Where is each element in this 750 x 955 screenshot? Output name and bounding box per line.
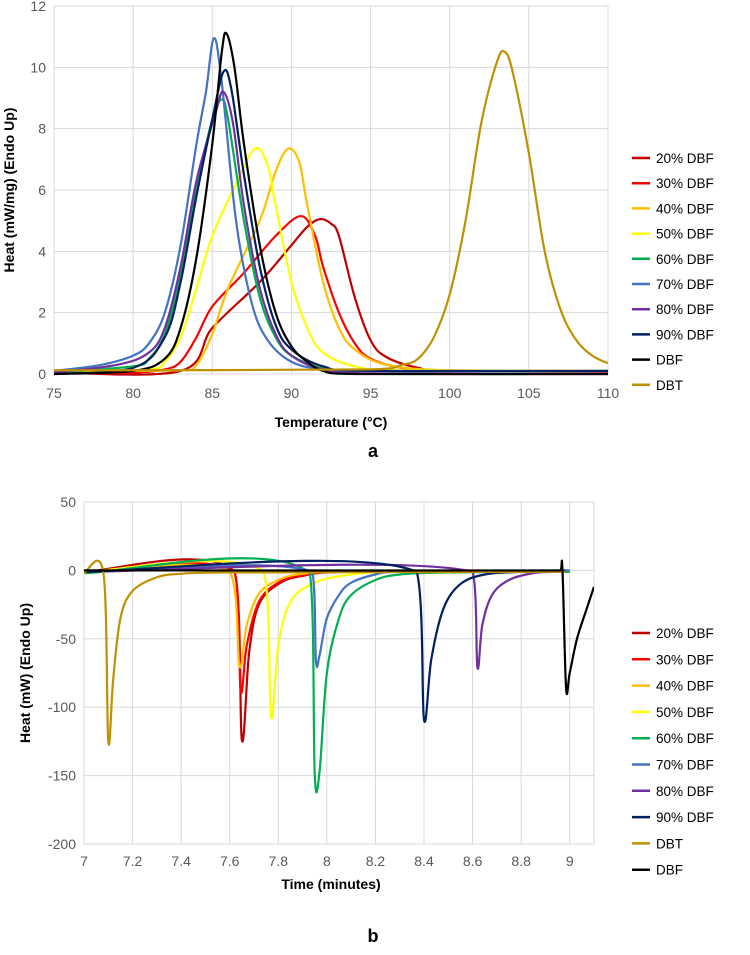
chart-b-y-tick-label: 50: [60, 494, 76, 510]
chart-a-x-axis-title: Temperature (°C): [275, 414, 388, 430]
chart-b-legend-label: 30% DBF: [656, 652, 714, 667]
chart-a-legend-item: 40% DBF: [632, 201, 714, 216]
chart-a-legend-label: DBF: [656, 353, 683, 368]
chart-b-legend-item: 70% DBF: [632, 758, 714, 773]
chart-b-series-line-80-dbf: [84, 563, 558, 670]
chart-a-legend-item: 50% DBF: [632, 227, 714, 242]
chart-a-x-tick-label: 100: [438, 385, 462, 401]
chart-a-y-tick-label: 12: [30, 0, 46, 14]
chart-b-legend-label: 50% DBF: [656, 705, 714, 720]
chart-a-series-line-50-dbf: [54, 146, 608, 373]
chart-a-series-line-dbf: [54, 31, 608, 376]
chart-a-y-tick-label: 10: [30, 59, 46, 75]
chart-b-x-axis-title: Time (minutes): [281, 876, 380, 892]
chart-a-x-tick-label: 95: [363, 385, 379, 401]
chart-b-series-group: [84, 557, 594, 794]
chart-a-y-tick-label: 4: [38, 243, 46, 259]
chart-b-legend-item: 30% DBF: [632, 652, 714, 667]
chart-b-series-line-60-dbf: [84, 557, 570, 794]
chart-a-series-group: [54, 31, 608, 376]
chart-b-legend-label: 20% DBF: [656, 626, 714, 641]
chart-b-y-axis-title: Heat (mW) (Endo Up): [17, 603, 33, 743]
chart-a-series-line-40-dbf: [54, 147, 608, 373]
chart-a-legend-item: 90% DBF: [632, 327, 714, 342]
chart-b-legend-label: 60% DBF: [656, 731, 714, 746]
chart-b-y-tick-label: -50: [56, 631, 76, 647]
chart-a-y-tick-label: 0: [38, 366, 46, 382]
chart-b-x-tick-label: 7: [80, 853, 88, 869]
chart-b-legend-label: 80% DBF: [656, 784, 714, 799]
chart-b-y-tick-label: -200: [48, 836, 76, 852]
chart-b-x-tick-label: 7.6: [220, 853, 240, 869]
chart-b-x-tick-label: 8.8: [511, 853, 531, 869]
chart-a-legend-label: 60% DBF: [656, 252, 714, 267]
chart-a-x-tick-label: 105: [517, 385, 541, 401]
chart-a-legend-item: 60% DBF: [632, 252, 714, 267]
chart-b-series-line-dbf: [84, 559, 594, 696]
chart-b-x-tick-label: 8.2: [366, 853, 386, 869]
chart-a-x-tick-label: 110: [597, 385, 620, 401]
chart-b-y-tick-label: 0: [68, 562, 76, 578]
chart-b-legend-item: DBT: [632, 836, 683, 851]
chart-a-legend-item: 80% DBF: [632, 302, 714, 317]
chart-a-legend-label: 80% DBF: [656, 302, 714, 317]
chart-a-legend-label: 70% DBF: [656, 277, 714, 292]
chart-a-x-tick-label: 85: [204, 385, 220, 401]
chart-b-legend-label: 90% DBF: [656, 810, 714, 825]
chart-b-series-line-90-dbf: [84, 559, 565, 723]
chart-b-legend-item: DBF: [632, 863, 683, 878]
chart-b-x-tick-label: 7.4: [171, 853, 191, 869]
chart-a-legend-label: 20% DBF: [656, 151, 714, 166]
chart-b-panel-label: b: [368, 926, 379, 946]
chart-b-legend-label: 70% DBF: [656, 758, 714, 773]
chart-b-x-tick-label: 8.4: [414, 853, 434, 869]
chart-a-x-tick-label: 75: [46, 385, 62, 401]
chart-b-x-tick-label: 9: [566, 853, 574, 869]
chart-b-legend-item: 40% DBF: [632, 679, 714, 694]
chart-a-panel-label: a: [368, 441, 379, 461]
chart-a: Temperature (°C) Heat (mW/mg) (Endo Up) …: [1, 0, 714, 461]
chart-a-legend-label: 40% DBF: [656, 201, 714, 216]
chart-a-legend-label: 50% DBF: [656, 227, 714, 242]
chart-b-legend-item: 50% DBF: [632, 705, 714, 720]
chart-b-legend-label: 40% DBF: [656, 679, 714, 694]
chart-b-x-tick-label: 7.8: [269, 853, 289, 869]
chart-b-legend-item: 20% DBF: [632, 626, 714, 641]
chart-a-series-line-30-dbf: [54, 214, 608, 375]
chart-a-series-line-70-dbf: [54, 37, 608, 373]
chart-a-legend-item: 70% DBF: [632, 277, 714, 292]
chart-b-legend-item: 60% DBF: [632, 731, 714, 746]
chart-b-legend-item: 80% DBF: [632, 784, 714, 799]
chart-b-series-line-dbt: [84, 559, 565, 746]
chart-a-legend-label: 30% DBF: [656, 176, 714, 191]
chart-a-y-tick-label: 2: [38, 305, 46, 321]
chart-b-y-tick-label: -100: [48, 699, 76, 715]
chart-b: Time (minutes) Heat (mW) (Endo Up) b -20…: [17, 494, 714, 946]
chart-b-y-tick-label: -150: [48, 768, 76, 784]
chart-a-legend-label: 90% DBF: [656, 327, 714, 342]
chart-b-legend-label: DBF: [656, 863, 683, 878]
chart-a-legend-item: DBT: [632, 378, 683, 393]
chart-a-series-line-20-dbf: [54, 217, 608, 376]
chart-a-series-line-60-dbf: [54, 98, 608, 374]
chart-a-x-tick-label: 90: [284, 385, 300, 401]
chart-a-x-tick-label: 80: [125, 385, 141, 401]
chart-b-x-tick-label: 8: [323, 853, 331, 869]
chart-b-x-tick-label: 7.2: [123, 853, 143, 869]
chart-a-legend-label: DBT: [656, 378, 683, 393]
chart-b-legend-item: 90% DBF: [632, 810, 714, 825]
chart-a-y-tick-label: 8: [38, 121, 46, 137]
chart-a-y-axis-title: Heat (mW/mg) (Endo Up): [1, 108, 17, 273]
chart-a-series-line-90-dbf: [54, 68, 608, 376]
chart-b-x-tick-label: 8.6: [463, 853, 483, 869]
chart-b-legend-label: DBT: [656, 836, 683, 851]
chart-a-legend-item: 20% DBF: [632, 151, 714, 166]
chart-a-series-line-dbt: [54, 49, 608, 372]
chart-a-y-tick-label: 6: [38, 182, 46, 198]
chart-a-legend-item: DBF: [632, 353, 683, 368]
chart-a-legend-item: 30% DBF: [632, 176, 714, 191]
